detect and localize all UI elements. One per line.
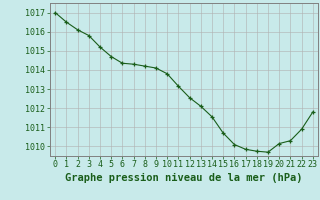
X-axis label: Graphe pression niveau de la mer (hPa): Graphe pression niveau de la mer (hPa) <box>65 173 303 183</box>
